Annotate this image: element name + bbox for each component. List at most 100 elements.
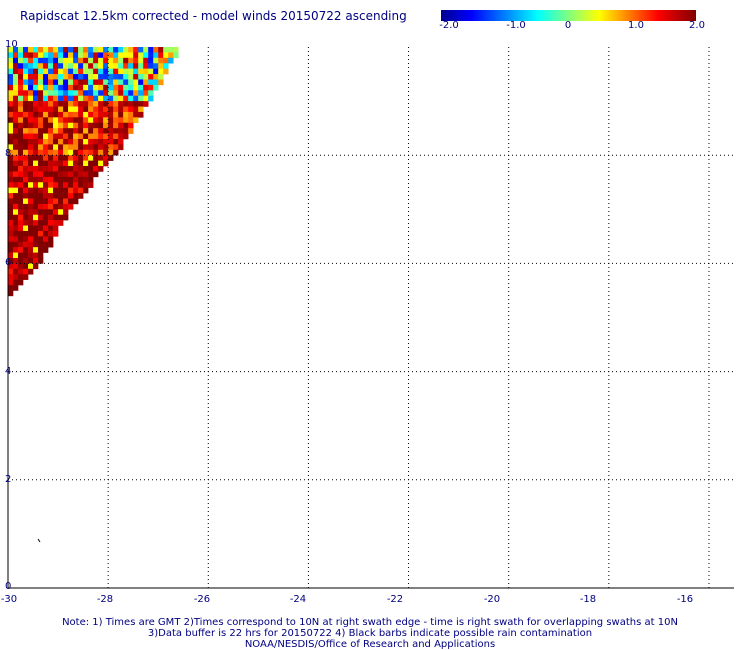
wind-difference-cell (48, 101, 54, 107)
wind-difference-cell (48, 74, 54, 80)
lon-label: -20 (483, 594, 501, 605)
wind-difference-cell (13, 252, 19, 259)
wind-difference-cell (13, 106, 19, 113)
wind-difference-cell (63, 95, 69, 102)
wind-difference-cell (28, 101, 34, 107)
wind-difference-cell (18, 111, 24, 118)
wind-difference-cell (88, 95, 94, 102)
wind-difference-cell (33, 198, 39, 205)
wind-difference-cell (63, 160, 69, 167)
wind-difference-cell (38, 187, 44, 194)
wind-difference-cell (38, 138, 44, 145)
wind-difference-cell (43, 84, 49, 91)
wind-difference-cell (28, 149, 34, 156)
map-title: Rapidscat 12.5km corrected - model winds… (20, 9, 407, 23)
wind-difference-cell (13, 285, 19, 291)
wind-difference-cell (83, 182, 89, 188)
wind-difference-cell (38, 57, 44, 64)
wind-difference-cell (68, 117, 74, 124)
wind-difference-cell (98, 122, 104, 129)
wind-difference-cell (43, 166, 49, 172)
wind-difference-cell (73, 111, 79, 118)
wind-difference-cell (8, 247, 14, 253)
wind-difference-cell (23, 247, 29, 253)
wind-difference-cell (83, 101, 89, 107)
wind-difference-cell (108, 90, 114, 96)
wind-difference-cell (83, 144, 89, 151)
wind-difference-cell (123, 57, 129, 64)
wind-difference-cell (28, 263, 34, 270)
wind-difference-cell (43, 160, 49, 167)
wind-difference-cell (58, 63, 64, 69)
wind-difference-cell (23, 209, 29, 216)
wind-difference-cell (108, 84, 114, 91)
wind-difference-cell (108, 133, 114, 140)
wind-difference-cell (38, 133, 44, 140)
wind-difference-cell (38, 90, 44, 96)
wind-difference-cell (168, 57, 174, 64)
wind-difference-cell (23, 84, 29, 91)
wind-difference-cell (43, 247, 49, 253)
wind-difference-cell (108, 138, 114, 145)
wind-difference-cell (58, 144, 64, 151)
wind-difference-cell (28, 171, 34, 178)
wind-difference-cell (78, 68, 84, 75)
wind-difference-cell (43, 68, 49, 75)
wind-difference-cell (73, 95, 79, 102)
wind-difference-cell (68, 193, 74, 199)
wind-difference-cell (173, 52, 179, 59)
wind-difference-cell (48, 90, 54, 96)
wind-difference-cell (18, 166, 24, 172)
wind-difference-cell (18, 117, 24, 124)
wind-difference-cell (53, 128, 59, 134)
wind-difference-cell (73, 133, 79, 140)
wind-difference-cell (18, 63, 24, 69)
wind-difference-cell (63, 214, 69, 221)
wind-difference-cell (28, 252, 34, 259)
wind-difference-cell (63, 106, 69, 113)
wind-difference-cell (123, 47, 129, 53)
wind-difference-cell (113, 95, 119, 102)
wind-difference-cell (88, 74, 94, 80)
wind-difference-cell (83, 187, 89, 194)
wind-difference-cell (83, 128, 89, 134)
wind-difference-cell (108, 128, 114, 134)
wind-difference-cell (33, 171, 39, 178)
wind-difference-cell (23, 214, 29, 221)
lon-label: -26 (193, 594, 211, 605)
wind-difference-cell (58, 182, 64, 188)
wind-difference-cell (123, 117, 129, 124)
wind-difference-cell (63, 52, 69, 59)
wind-difference-cell (8, 263, 14, 270)
wind-difference-cell (73, 128, 79, 134)
wind-difference-cell (163, 57, 169, 64)
wind-difference-cell (28, 68, 34, 75)
wind-difference-cell (38, 149, 44, 156)
wind-difference-cell (63, 57, 69, 64)
wind-difference-cell (53, 166, 59, 172)
wind-difference-cell (8, 84, 14, 91)
wind-difference-cell (98, 63, 104, 69)
wind-difference-cell (63, 209, 69, 216)
wind-difference-cell (88, 138, 94, 145)
wind-difference-cell (163, 47, 169, 53)
wind-difference-cell (28, 160, 34, 167)
wind-difference-cell (108, 52, 114, 59)
wind-difference-cell (133, 79, 139, 86)
wind-difference-cell (38, 247, 44, 253)
wind-difference-cell (23, 111, 29, 118)
wind-difference-cell (38, 117, 44, 124)
wind-difference-cell (18, 57, 24, 64)
wind-difference-cell (13, 225, 19, 232)
wind-difference-cell (13, 155, 19, 161)
wind-difference-cell (33, 101, 39, 107)
wind-difference-cell (58, 176, 64, 183)
wind-difference-cell (38, 203, 44, 210)
wind-difference-cell (53, 106, 59, 113)
wind-difference-cell (113, 63, 119, 69)
wind-difference-cell (88, 155, 94, 161)
wind-difference-cell (78, 47, 84, 53)
wind-difference-cell (8, 268, 14, 275)
wind-difference-cell (43, 236, 49, 243)
wind-difference-cell (158, 52, 164, 59)
